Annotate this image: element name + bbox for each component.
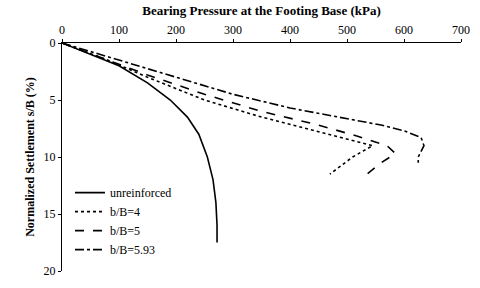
svg-text:0: 0 bbox=[59, 23, 65, 37]
svg-text:700: 700 bbox=[452, 23, 470, 37]
svg-text:400: 400 bbox=[281, 23, 299, 37]
svg-text:b/B=5.93: b/B=5.93 bbox=[110, 243, 155, 257]
svg-text:500: 500 bbox=[338, 23, 356, 37]
svg-text:0: 0 bbox=[50, 36, 56, 50]
svg-text:unreinforced: unreinforced bbox=[110, 186, 171, 200]
svg-text:300: 300 bbox=[224, 23, 242, 37]
svg-text:Normalized Settlement s/B (%): Normalized Settlement s/B (%) bbox=[23, 77, 37, 237]
svg-text:10: 10 bbox=[44, 150, 56, 164]
svg-text:200: 200 bbox=[167, 23, 185, 37]
svg-text:b/B=5: b/B=5 bbox=[110, 224, 140, 238]
svg-text:Bearing Pressure at the Footin: Bearing Pressure at the Footing Base (kP… bbox=[142, 3, 381, 18]
svg-text:20: 20 bbox=[44, 264, 56, 278]
svg-text:15: 15 bbox=[44, 207, 56, 221]
svg-text:600: 600 bbox=[395, 23, 413, 37]
svg-text:5: 5 bbox=[50, 93, 56, 107]
svg-text:100: 100 bbox=[110, 23, 128, 37]
svg-text:b/B=4: b/B=4 bbox=[110, 205, 140, 219]
